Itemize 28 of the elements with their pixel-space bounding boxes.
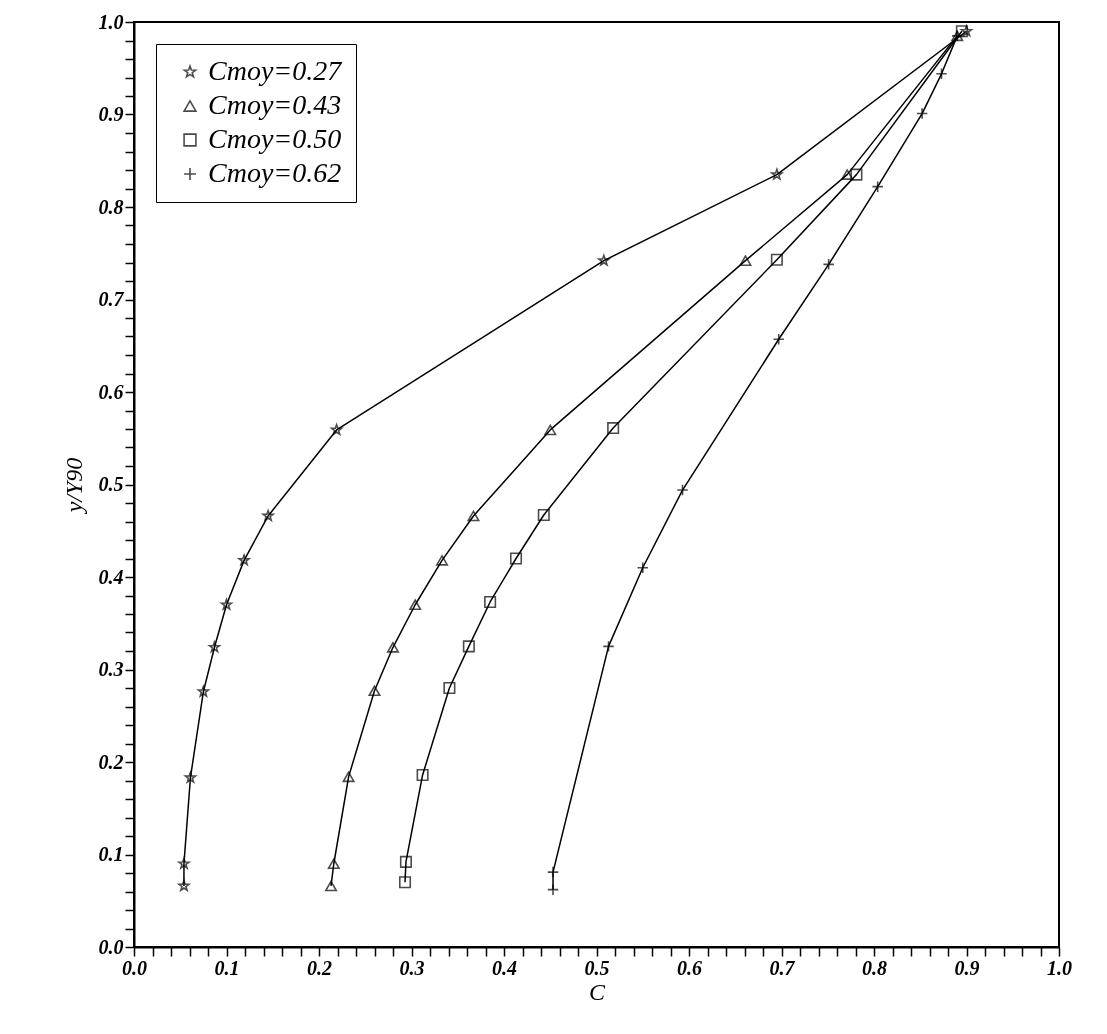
y-tick-label: 0.7	[98, 288, 125, 310]
x-tick-label: 0.2	[307, 956, 332, 979]
legend-label: Cmoy=0.27	[208, 55, 343, 86]
legend-label: Cmoy=0.62	[208, 157, 342, 188]
y-axis-title: y/Y90	[60, 457, 87, 515]
y-tick-label: 0.9	[98, 103, 124, 125]
x-tick-label: 0.6	[677, 956, 702, 979]
x-tick-label: 1.0	[1047, 956, 1072, 979]
x-tick-label: 0.3	[399, 956, 425, 979]
y-tick-label: 0.3	[98, 658, 124, 680]
y-tick-label: 0.1	[98, 843, 124, 865]
y-tick-label: 1.0	[98, 10, 124, 33]
legend-label: Cmoy=0.43	[208, 89, 342, 120]
y-tick-label: 0.2	[98, 750, 124, 773]
y-tick-label: 0.5	[98, 473, 124, 495]
x-tick-label: 0.5	[584, 956, 610, 979]
x-tick-label: 0.4	[492, 956, 517, 979]
x-tick-label: 0.9	[954, 956, 980, 979]
y-tick-label: 0.6	[98, 380, 124, 403]
legend-label: Cmoy=0.50	[208, 123, 342, 154]
x-tick-label: 0.0	[122, 956, 147, 979]
x-axis-title: C	[588, 978, 606, 1005]
x-tick-label: 0.1	[214, 956, 240, 979]
y-tick-label: 0.8	[98, 195, 124, 218]
x-tick-label: 0.8	[862, 956, 887, 979]
y-tick-label: 0.0	[98, 935, 124, 958]
x-tick-label: 0.7	[769, 956, 796, 979]
y-tick-label: 0.4	[98, 565, 124, 588]
